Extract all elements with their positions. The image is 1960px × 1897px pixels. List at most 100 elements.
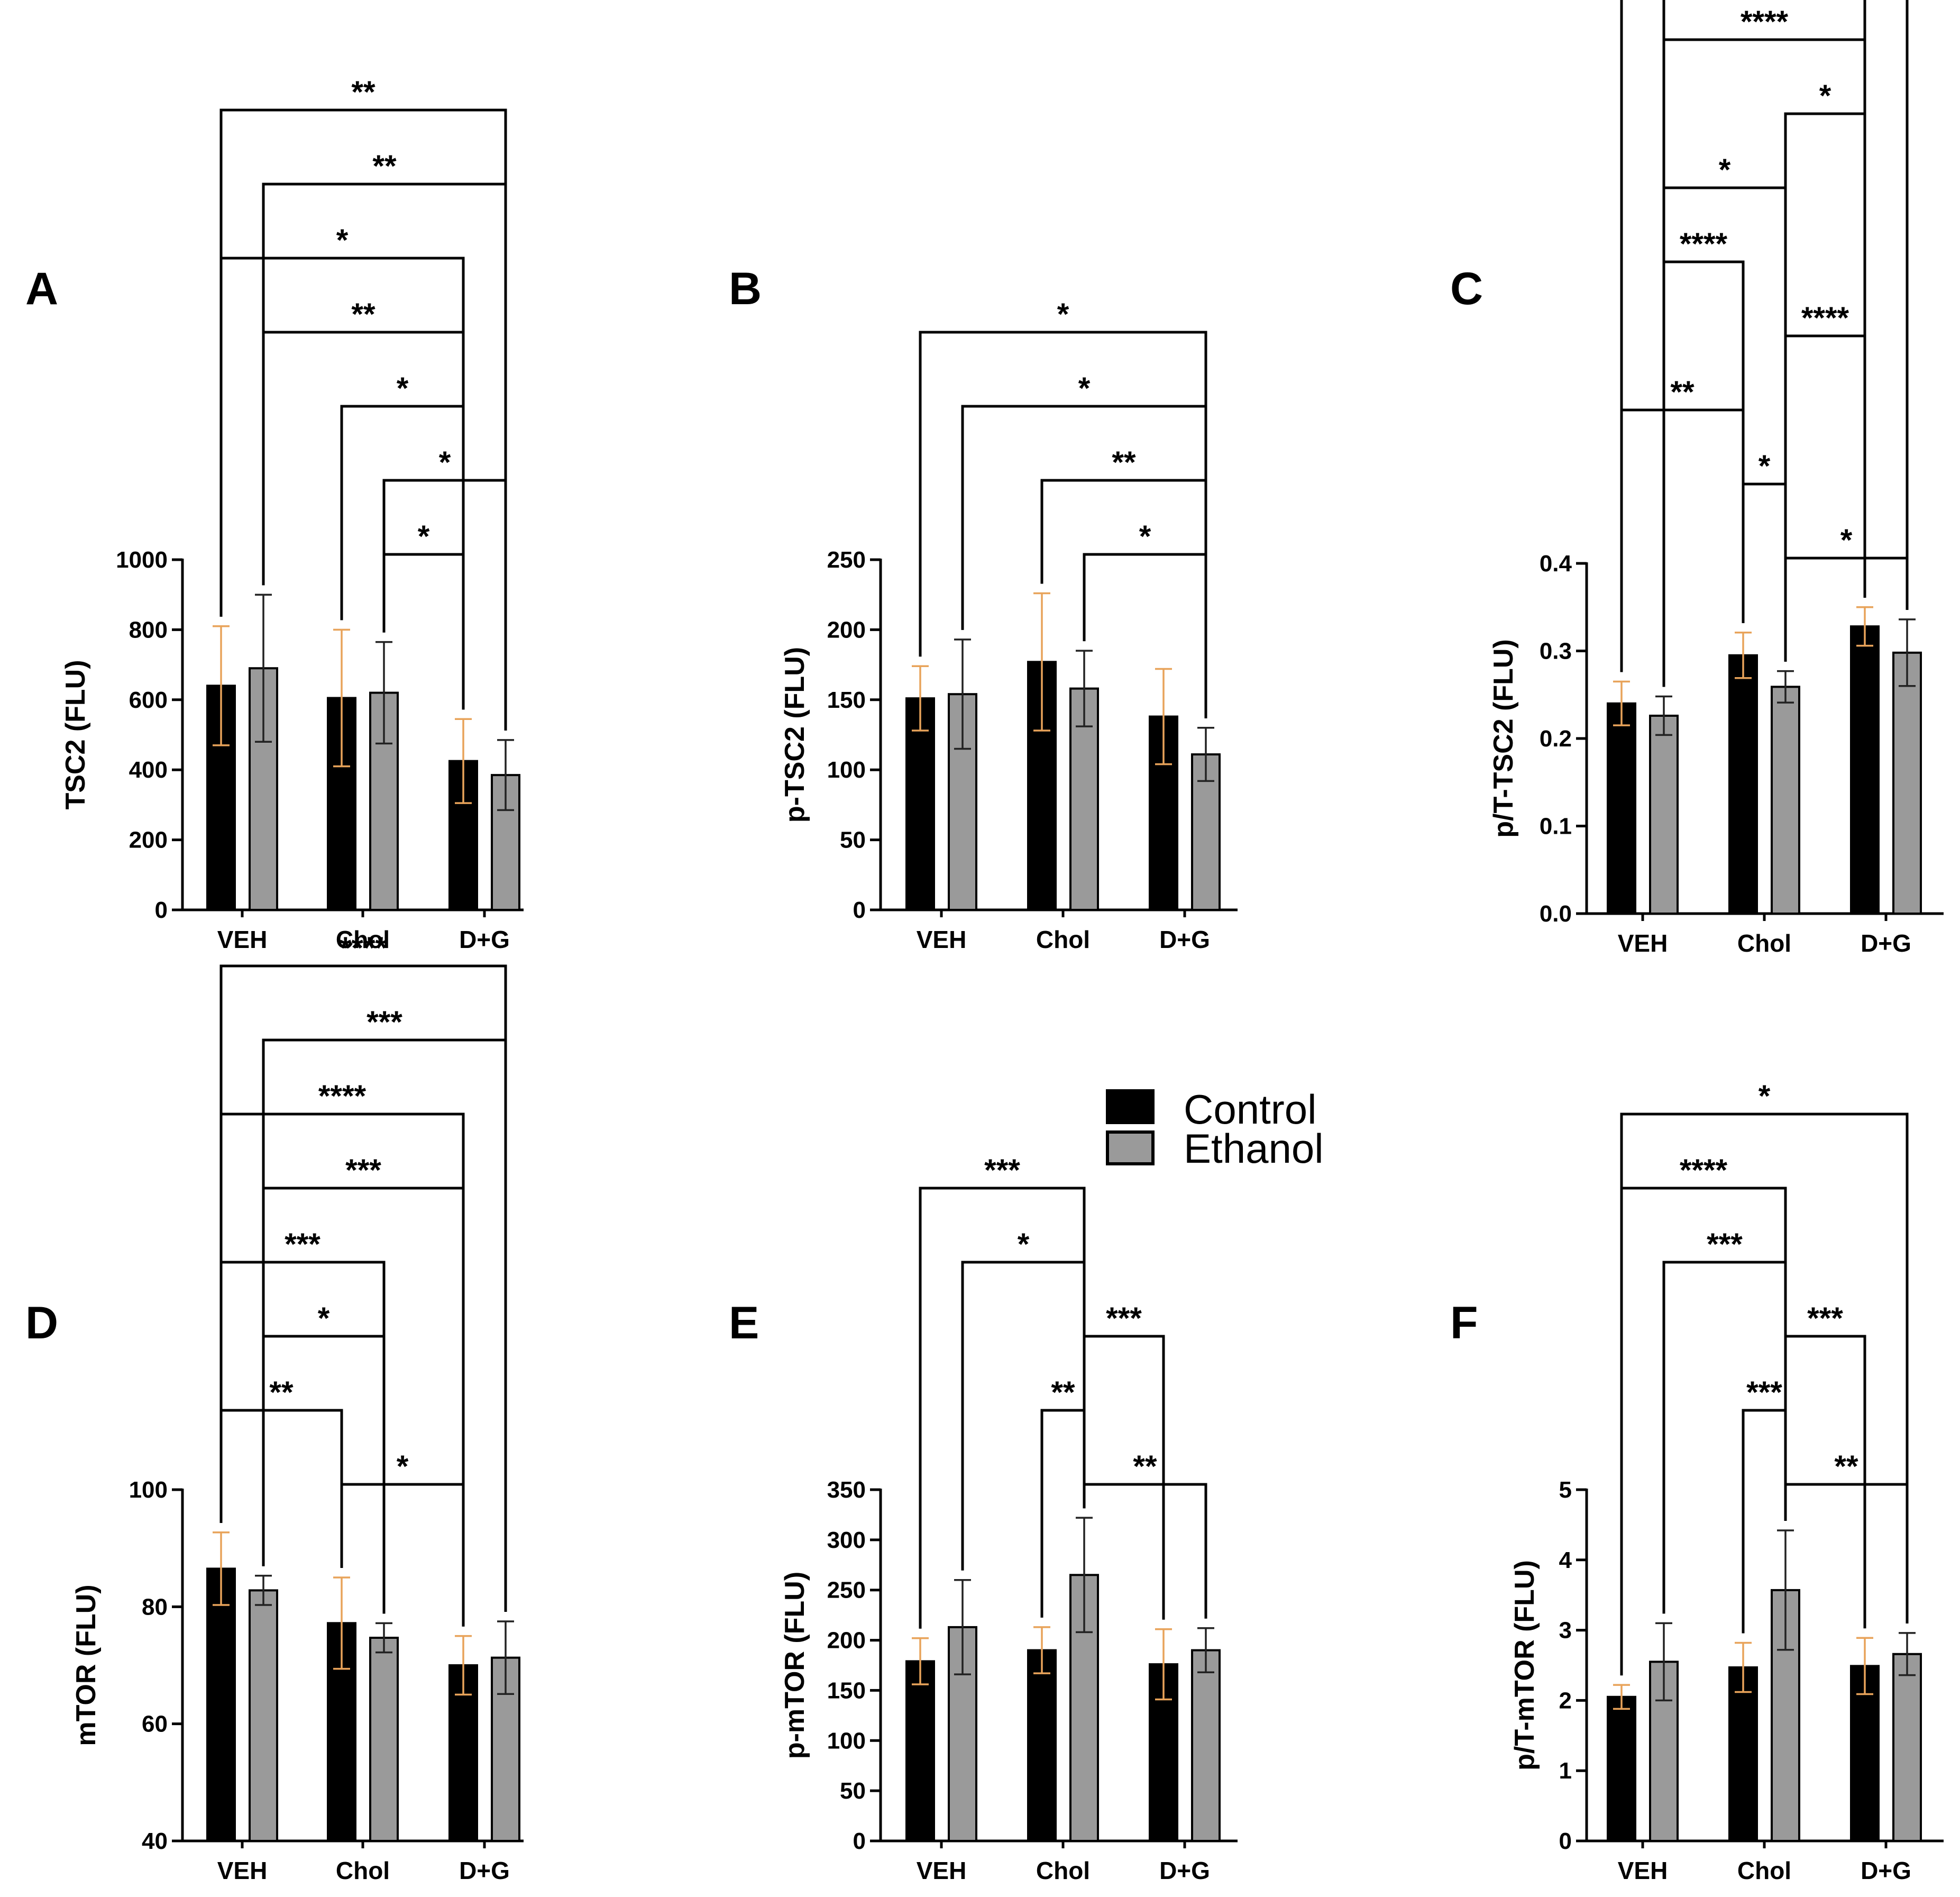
significance-stars: * [397,1449,409,1484]
y-tick-label: 100 [827,1728,866,1754]
bar-control [1728,654,1758,915]
bracket-line [262,1335,386,1614]
y-tick-label: 300 [827,1527,866,1553]
x-category-label: D+G [1159,926,1210,953]
x-category-label: Chol [336,926,390,953]
y-tick-label: 350 [827,1477,866,1503]
x-category-label: Chol [1036,1857,1090,1884]
panel-letter: D [25,1298,58,1348]
y-axis-title: p-mTOR (FLU) [780,1572,810,1759]
bar-control [905,697,935,911]
bar-ethanol [1892,651,1922,915]
x-category-label: Chol [1737,929,1791,957]
y-tick-label: 0.0 [1540,901,1572,927]
significance-stars: * [1758,449,1771,484]
bracket-line [1784,1483,1909,1624]
error-bar [213,1531,230,1606]
error-bar [1899,618,1916,687]
bracket-line [1083,1483,1207,1619]
significance-stars: * [1139,519,1151,554]
bar-ethanol [369,1636,399,1842]
error-bar [912,665,929,732]
x-category-label: D+G [1159,1857,1210,1884]
bracket-line [1620,408,1745,672]
significance-bracket: * [1083,519,1207,718]
y-tick-label: 250 [827,1577,866,1603]
bracket-line [1083,553,1207,718]
error-bar [455,718,472,804]
bracket-line [382,479,507,731]
error-bar [375,641,392,745]
significance-stars: ** [1112,445,1136,480]
y-tick-label: 600 [129,687,168,713]
error-bar [375,1622,392,1654]
error-bar [1613,1684,1630,1710]
significance-stars: **** [340,931,388,965]
x-category-label: VEH [917,926,967,953]
significance-bracket: ** [1784,1449,1909,1624]
y-tick-label: 80 [142,1594,168,1620]
bracket-line [219,1261,386,1614]
y-tick-label: 0 [853,1828,866,1854]
x-category-label: Chol [1036,926,1090,953]
significance-bracket: * [1784,79,1866,662]
y-tick-label: 4 [1559,1547,1572,1573]
bracket-line [382,553,465,710]
y-tick-label: 0.1 [1540,814,1572,840]
significance-bracket: ** [262,297,465,710]
y-tick-label: 1 [1559,1758,1572,1784]
error-bar [1856,606,1873,647]
bar-control [1728,1666,1758,1842]
y-tick-label: 0 [853,897,866,923]
significance-stars: ** [351,297,375,332]
significance-bracket: * [340,1449,465,1627]
y-tick-label: 400 [129,757,168,783]
y-tick-label: 200 [827,1628,866,1654]
significance-bracket: *** [262,1153,465,1627]
significance-stars: * [439,445,451,480]
error-bar [1197,1627,1214,1674]
x-category-label: D+G [1861,929,1911,957]
bracket-line [1784,334,1866,662]
significance-stars: **** [1741,5,1789,39]
significance-stars: ** [372,149,397,184]
significance-bracket: ** [1040,445,1207,718]
significance-bracket: * [1742,449,1787,662]
significance-stars: * [1057,297,1069,332]
significance-stars: ** [1051,1375,1075,1410]
bar-control [206,1567,236,1842]
bar-ethanol [1069,687,1099,911]
y-axis-title: TSC2 (FLU) [60,660,91,809]
significance-bracket: **** [1784,301,1866,662]
error-bar [213,625,230,746]
error-bar [954,1579,971,1675]
error-bar [1033,1626,1050,1674]
significance-stars: **** [1680,227,1728,261]
bar-control [1607,702,1636,915]
legend-swatch-ethanol [1106,1130,1155,1165]
significance-stars: *** [1707,1227,1743,1262]
y-tick-label: 200 [129,827,168,853]
panel-letter: A [25,263,58,314]
significance-bracket: ** [1040,1375,1086,1618]
bar-ethanol [1892,1653,1922,1842]
x-category-label: VEH [1618,1857,1668,1884]
y-tick-label: 100 [827,757,866,783]
y-tick-label: 150 [827,687,866,713]
significance-stars: *** [1807,1301,1843,1336]
error-bar [497,1620,514,1695]
x-category-label: VEH [217,1857,268,1884]
bracket-line [340,1483,465,1627]
y-tick-label: 100 [129,1477,168,1503]
significance-bracket: ** [219,1375,343,1568]
x-category-label: D+G [459,926,510,953]
significance-bracket: * [1784,523,1909,662]
significance-stars: * [1840,523,1853,558]
bracket-line [1742,482,1787,662]
significance-stars: * [1719,153,1731,187]
bar-control [206,685,236,911]
bracket-line [1662,38,1866,687]
